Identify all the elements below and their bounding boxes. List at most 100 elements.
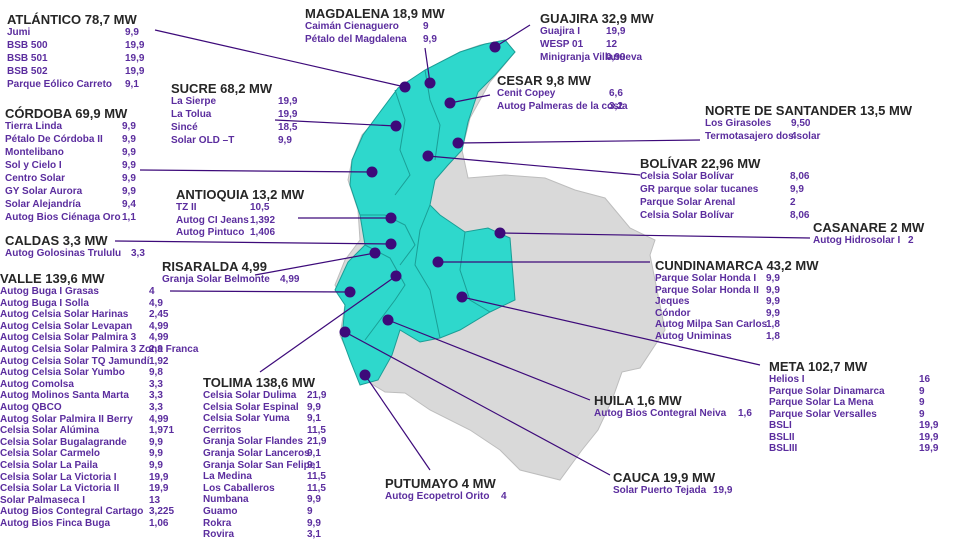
plant-item: Montelibano 9,9	[5, 147, 136, 160]
plant-name: BSLI	[769, 420, 792, 431]
plant-item: Autog Bios Ciénaga Oro 1,1	[5, 212, 136, 225]
plant-capacity: 9,9	[149, 459, 163, 471]
plant-name: Solar Alejandría	[5, 199, 81, 210]
plant-item: Parque Solar La Mena 9	[769, 397, 925, 409]
plant-name: TZ II	[176, 202, 197, 213]
marker-risaralda	[369, 247, 381, 259]
plant-capacity: 9,9	[307, 517, 321, 529]
plant-capacity: 8,06	[790, 210, 810, 221]
region-title: CALDAS 3,3 MW	[5, 233, 108, 248]
plant-name: Jumi	[7, 27, 31, 38]
region-title: VALLE 139,6 MW	[0, 271, 105, 286]
plant-name: Autog Buga I Solla	[0, 297, 89, 309]
plant-capacity: 4	[149, 286, 155, 297]
plant-capacity: 19,9	[919, 443, 939, 454]
plant-capacity: 9,9	[122, 173, 136, 184]
plant-item: BSLI 19,9	[769, 420, 938, 432]
plant-item: Centro Solar 9,9	[5, 173, 136, 186]
region-title: ATLÁNTICO 78,7 MW	[7, 12, 137, 27]
plant-capacity: 9	[423, 21, 429, 32]
plant-capacity: 9,9	[122, 160, 136, 171]
plant-item: Parque Eólico Carreto 9,1	[7, 79, 139, 92]
plant-item: Helios I 16	[769, 374, 930, 386]
plant-item: Granja Solar Lanceros 9,1	[203, 448, 321, 460]
plant-item: Cenit Copey 6,6	[497, 88, 623, 101]
plant-item: GR parque solar tucanes 9,9	[640, 184, 804, 197]
plant-item: Celsia Solar La Paila 9,9	[0, 459, 163, 472]
plant-name: Parque Solar Honda I	[655, 273, 757, 284]
plant-item: Minigranja Villanueva 0,99	[540, 52, 654, 65]
marker-atlantico	[399, 81, 411, 93]
plant-capacity: 21,9	[307, 436, 327, 448]
plant-item: Cerritos 11,5	[203, 425, 326, 437]
region-casanare: CASANARE 2 MW Autog Hidrosolar I 2	[813, 220, 924, 248]
plant-name: Celsia Solar La Paila	[0, 459, 98, 471]
plant-capacity: 9	[919, 397, 925, 408]
plant-name: Autog Buga I Grasas	[0, 286, 99, 297]
plant-capacity: 2,9	[149, 343, 163, 355]
plant-name: La Medina	[203, 471, 252, 483]
plant-name: Autog Bios Ciénaga Oro	[5, 212, 121, 223]
plant-name: Granja Solar Belmonte	[162, 274, 270, 285]
plant-name: Celsia Solar Espinal	[203, 401, 299, 413]
region-title: MAGDALENA 18,9 MW	[305, 6, 445, 21]
plant-name: Termotasajero dos solar	[705, 131, 821, 142]
plant-item: Parque Solar Arenal 2	[640, 197, 796, 210]
plant-item: Autog QBCO 3,3	[0, 402, 163, 414]
plant-item: BSB 500 19,9	[7, 40, 144, 53]
plant-item: Pétalo del Magdalena 9,9	[305, 34, 445, 47]
plant-name: Los Girasoles	[705, 118, 772, 129]
plant-item: Numbana 9,9	[203, 494, 321, 506]
plant-item: Autog Comolsa 3,3	[0, 379, 163, 391]
region-huila: HUILA 1,6 MW Autog Bios Contegral Neiva 1,…	[594, 393, 752, 421]
plant-name: Pétalo De Córdoba II	[5, 134, 103, 145]
marker-cordoba	[366, 166, 378, 178]
plant-item: Caimán Cienaguero 9	[305, 21, 445, 34]
plant-name: Jeques	[655, 296, 690, 307]
plant-capacity: 19,9	[125, 66, 145, 77]
plant-capacity: 3,2	[609, 101, 623, 112]
plant-capacity: 19,9	[149, 471, 169, 483]
plant-item: Autog Milpa San Carlos 1,8	[655, 319, 818, 331]
region-tolima: TOLIMA 138,6 MW Celsia Solar Dulima 21,9 Ce…	[203, 375, 326, 541]
marker-putumayo	[359, 369, 371, 381]
marker-antioquia	[385, 212, 397, 224]
plant-capacity: 9	[919, 408, 925, 420]
plant-name: BSB 502	[7, 66, 48, 77]
region-cesar: CESAR 9,8 MW Cenit Copey 6,6 Autog Palmeras…	[497, 73, 628, 114]
plant-name: Parque Solar Dinamarca	[769, 385, 885, 397]
region-title: CASANARE 2 MW	[813, 220, 925, 235]
plant-capacity: 9,9	[307, 494, 321, 506]
marker-caldas	[385, 238, 397, 250]
plant-item: Celsia Solar Bolívar 8,06	[640, 171, 809, 184]
plant-item: Sol y Cielo I 9,9	[5, 160, 136, 173]
region-caldas: CALDAS 3,3 MW Autog Golosinas Trululu 3,3	[5, 233, 145, 261]
plant-name: Parque Solar Arenal	[640, 197, 736, 208]
plant-name: Centro Solar	[5, 173, 66, 184]
plant-capacity: 4,99	[149, 332, 169, 344]
plant-capacity: 9,1	[307, 447, 321, 459]
region-title: CÓRDOBA 69,9 MW	[5, 106, 128, 121]
plant-capacity: 9,1	[125, 79, 139, 90]
region-title: META 102,7 MW	[769, 359, 868, 374]
plant-item: GY Solar Aurora 9,9	[5, 186, 136, 199]
plant-name: Autog CI Jeans	[176, 214, 249, 226]
plant-capacity: 1,8	[766, 319, 780, 330]
plant-capacity: 9,9	[766, 273, 780, 284]
marker-cesar	[444, 97, 456, 109]
plant-item: Celsia Solar Bolívar 8,06	[640, 210, 809, 223]
region-title: SUCRE 68,2 MW	[171, 81, 273, 96]
plant-capacity: 19,9	[278, 109, 298, 120]
plant-capacity: 1,6	[738, 408, 752, 419]
plant-name: Autog Golosinas Trululu	[5, 248, 122, 259]
plant-capacity: 9,9	[423, 34, 437, 45]
region-antioquia: ANTIOQUIA 13,2 MW TZ II 10,5 Autog CI Jeans…	[176, 187, 304, 240]
plant-name: Autog Celsia Solar Palmira 3	[0, 332, 137, 344]
region-cordoba: CÓRDOBA 69,9 MW Tierra Linda 9,9 Pétalo De …	[5, 106, 136, 225]
plant-name: Autog Celsia Solar Levapan	[0, 320, 133, 332]
plant-item: Celsia Solar La Victoria II 19,9	[0, 483, 168, 495]
plant-item: Autog Palmeras de la costa 3,2	[497, 101, 628, 114]
plant-item: Autog Bios Contegral Neiva 1,6	[594, 408, 752, 421]
plant-item: Autog Celsia Solar Yumbo 9,8	[0, 367, 163, 379]
plant-name: Celsia Solar Yuma	[203, 413, 290, 425]
